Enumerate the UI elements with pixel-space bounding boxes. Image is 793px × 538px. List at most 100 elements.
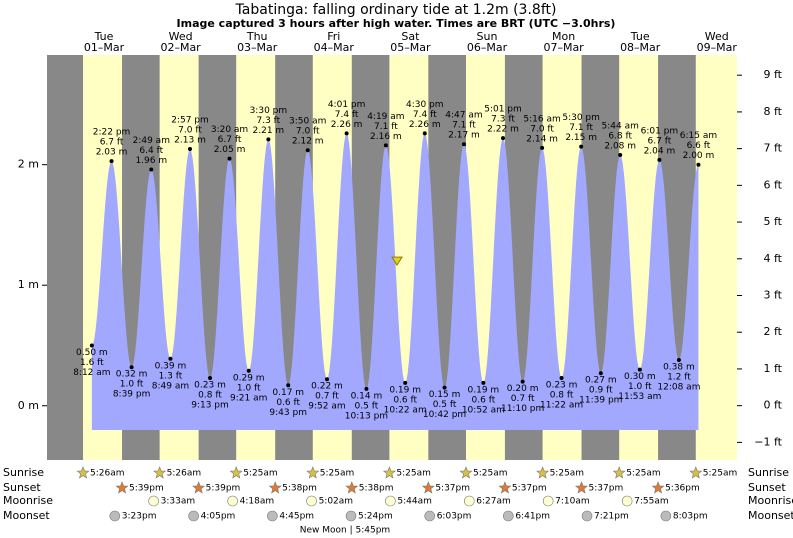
y2-tick-label: 0 ft [764, 399, 783, 412]
tide-feet: 0.5 ft [355, 401, 379, 411]
tide-point [696, 162, 701, 167]
tide-label: 2.12 m [292, 137, 324, 147]
tide-label: 2.04 m [644, 146, 676, 156]
tide-feet: 7.4 ft [335, 110, 359, 120]
sunrise-icon [459, 466, 473, 479]
tide-feet: 1.6 ft [80, 358, 104, 368]
tide-point [266, 137, 271, 142]
y-tick-label: 0 m [18, 399, 39, 412]
moonrise-row-label: Moonrise [748, 494, 793, 507]
daylight-band [695, 55, 737, 460]
tide-time: 5:44 am [602, 122, 639, 132]
tide-label: 0.29 m [233, 373, 265, 383]
tide-label: 2.14 m [526, 134, 558, 144]
weekday-label: Sun [477, 30, 498, 43]
current-level-marker [391, 256, 403, 267]
moonrise-icon [385, 495, 396, 507]
tide-label: 2.00 m [683, 151, 715, 161]
moonset-row-label: Moonset [3, 509, 50, 522]
y2-tick-label: 6 ft [764, 178, 783, 191]
tide-point [129, 365, 134, 370]
sunrise-time: 5:26am [90, 469, 125, 479]
date-label: 04–Mar [314, 41, 355, 54]
tide-label: 0.32 m [116, 370, 148, 380]
tide-time: 12:08 am [657, 382, 700, 392]
date-label: 02–Mar [160, 41, 201, 54]
tide-point [676, 357, 681, 362]
tide-feet: 6.6 ft [687, 141, 711, 151]
moonset-time: 4:45pm [279, 512, 314, 522]
sunrise-time: 5:25am [550, 469, 585, 479]
tide-label: 2.03 m [96, 148, 128, 158]
tide-feet: 7.0 ft [178, 126, 202, 136]
tide-label: 0.14 m [351, 391, 383, 401]
sunset-icon [498, 481, 512, 494]
tide-time: 11:53 am [618, 392, 661, 402]
y2-tick-label: 5 ft [764, 215, 783, 228]
tide-time: 4:47 am [445, 111, 482, 121]
tide-label: 0.15 m [429, 390, 461, 400]
sunrise-time: 5:25am [626, 469, 661, 479]
moonrise-time: 4:18am [240, 497, 274, 507]
tide-point [324, 377, 329, 382]
tide-feet: 6.7 ft [100, 138, 124, 148]
tide-label: 2.26 m [331, 120, 363, 130]
y2-tick-label: 9 ft [764, 68, 783, 81]
tide-time: 8:49 am [152, 381, 189, 391]
tide-label: 0.23 m [194, 381, 226, 391]
tide-time: 5:16 am [523, 114, 560, 124]
tide-point [559, 376, 564, 381]
tide-point [501, 136, 506, 141]
date-label: 05–Mar [390, 41, 431, 54]
tide-point [188, 147, 193, 152]
moonrise-icon [306, 495, 317, 507]
tide-time: 10:13 pm [345, 411, 388, 421]
tide-feet: 6.4 ft [139, 146, 163, 156]
tide-time: 9:43 pm [269, 408, 307, 418]
tide-label: 0.19 m [468, 385, 500, 395]
tide-point [208, 376, 213, 381]
tide-label: 0.23 m [546, 381, 578, 391]
tide-label: 2.21 m [253, 126, 285, 136]
sunset-time: 5:38pm [282, 484, 317, 494]
y2-tick-label: 8 ft [764, 105, 783, 118]
moonrise-row-label: Moonrise [3, 494, 53, 507]
moonrise-time: 3:33am [161, 497, 196, 507]
tide-point [168, 356, 173, 361]
moonrise-icon [148, 495, 159, 507]
moonrise-time: 7:55am [634, 497, 669, 507]
tide-feet: 0.7 ft [511, 394, 535, 404]
tide-feet: 1.0 ft [628, 382, 652, 392]
tide-time: 9:13 pm [191, 401, 229, 411]
tide-feet: 7.0 ft [530, 124, 554, 134]
tide-time: 3:30 pm [250, 106, 288, 116]
tide-time: 4:01 pm [328, 100, 366, 110]
moonset-icon [109, 510, 121, 522]
tide-point [89, 343, 94, 348]
tide-time: 9:21 am [230, 393, 267, 403]
sunset-time: 5:38pm [359, 484, 394, 494]
tide-feet: 7.3 ft [491, 115, 515, 125]
moonset-time: 6:03pm [437, 512, 472, 522]
tide-point [403, 380, 408, 385]
moonset-icon [424, 510, 436, 522]
tide-label: 2.05 m [214, 145, 246, 155]
weekday-label: Wed [705, 30, 729, 43]
sunrise-icon [153, 466, 167, 479]
sunset-row-label: Sunset [748, 481, 786, 494]
moonrise-time: 5:02am [319, 497, 354, 507]
tide-point [579, 144, 584, 149]
sunset-icon [115, 481, 129, 494]
moonset-icon [345, 510, 357, 522]
tide-label: 2.17 m [448, 131, 480, 141]
moonrise-time: 5:44am [397, 497, 432, 507]
tide-feet: 7.4 ft [413, 110, 437, 120]
moonset-time: 5:24pm [358, 512, 393, 522]
tide-time: 10:22 am [384, 405, 427, 415]
tide-time: 2:57 pm [171, 116, 209, 126]
date-label: 06–Mar [467, 41, 508, 54]
tide-point [109, 159, 114, 164]
tide-time: 8:12 am [73, 368, 110, 378]
tide-feet: 7.0 ft [296, 127, 320, 137]
y2-tick-label: 1 ft [764, 362, 783, 375]
